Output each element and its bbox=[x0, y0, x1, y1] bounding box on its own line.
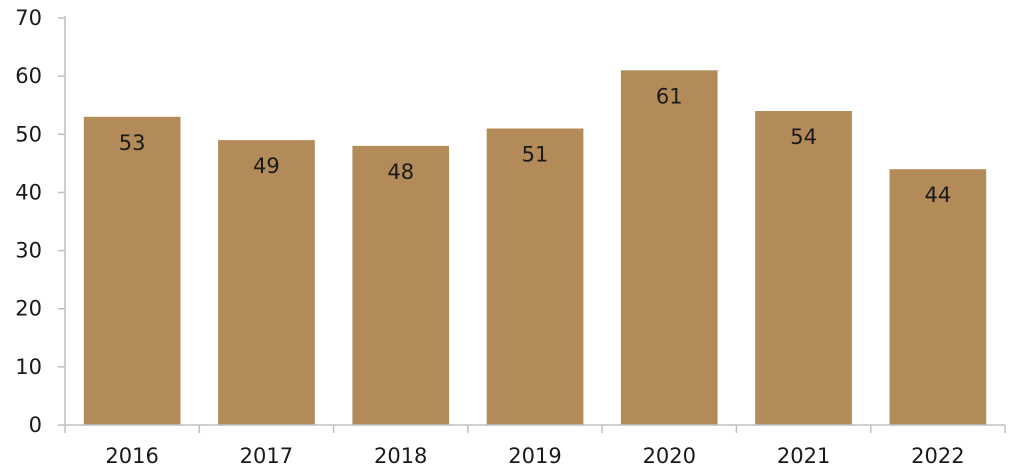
x-tick-label-2018: 2018 bbox=[374, 444, 427, 468]
y-tick-label-20: 20 bbox=[15, 297, 42, 321]
y-tick-label-0: 0 bbox=[29, 413, 42, 437]
bar-2017 bbox=[218, 140, 315, 425]
data-label-2017: 49 bbox=[253, 154, 280, 178]
y-tick-label-30: 30 bbox=[15, 239, 42, 263]
data-label-2021: 54 bbox=[790, 125, 817, 149]
bar-2016 bbox=[83, 116, 181, 426]
labels-layer: 53 49 48 51 61 54 44 0 10 20 30 40 50 60 70 2016 2017 201… bbox=[15, 6, 964, 468]
x-tick-label-2016: 2016 bbox=[105, 444, 158, 468]
y-tick-label-10: 10 bbox=[15, 355, 42, 379]
bar-2021 bbox=[755, 111, 852, 425]
y-tick-label-50: 50 bbox=[15, 122, 42, 146]
y-tick-label-40: 40 bbox=[15, 180, 42, 204]
bar-2022 bbox=[889, 169, 987, 425]
x-tick-label-2017: 2017 bbox=[240, 444, 293, 468]
x-tick-label-2021: 2021 bbox=[777, 444, 830, 468]
bar-2020 bbox=[620, 70, 718, 426]
y-tick-label-60: 60 bbox=[15, 64, 42, 88]
axes-layer bbox=[58, 16, 1006, 433]
x-tick-label-2019: 2019 bbox=[508, 444, 561, 468]
bar-2019 bbox=[486, 128, 584, 425]
x-tick-label-2022: 2022 bbox=[911, 444, 964, 468]
y-tick-label-70: 70 bbox=[15, 6, 42, 30]
data-label-2020: 61 bbox=[656, 84, 683, 108]
data-label-2018: 48 bbox=[387, 160, 414, 184]
bars-layer bbox=[83, 70, 987, 426]
bar-2018 bbox=[352, 145, 450, 425]
data-label-2016: 53 bbox=[119, 131, 146, 155]
data-label-2022: 44 bbox=[925, 183, 952, 207]
data-label-2019: 51 bbox=[522, 143, 549, 167]
x-tick-label-2020: 2020 bbox=[643, 444, 696, 468]
